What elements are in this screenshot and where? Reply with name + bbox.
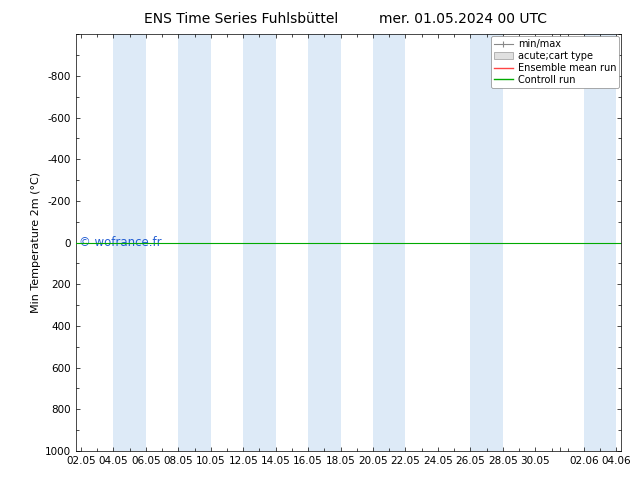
Bar <box>113 34 146 451</box>
Bar <box>243 34 276 451</box>
Y-axis label: Min Temperature 2m (°C): Min Temperature 2m (°C) <box>31 172 41 313</box>
Bar <box>470 34 503 451</box>
Text: ENS Time Series Fuhlsbüttel: ENS Time Series Fuhlsbüttel <box>144 12 338 26</box>
Text: mer. 01.05.2024 00 UTC: mer. 01.05.2024 00 UTC <box>379 12 547 26</box>
Bar <box>178 34 210 451</box>
Legend: min/max, acute;cart type, Ensemble mean run, Controll run: min/max, acute;cart type, Ensemble mean … <box>491 36 619 88</box>
Bar <box>584 34 616 451</box>
Text: © wofrance.fr: © wofrance.fr <box>79 236 162 249</box>
Bar <box>373 34 406 451</box>
Bar <box>308 34 340 451</box>
